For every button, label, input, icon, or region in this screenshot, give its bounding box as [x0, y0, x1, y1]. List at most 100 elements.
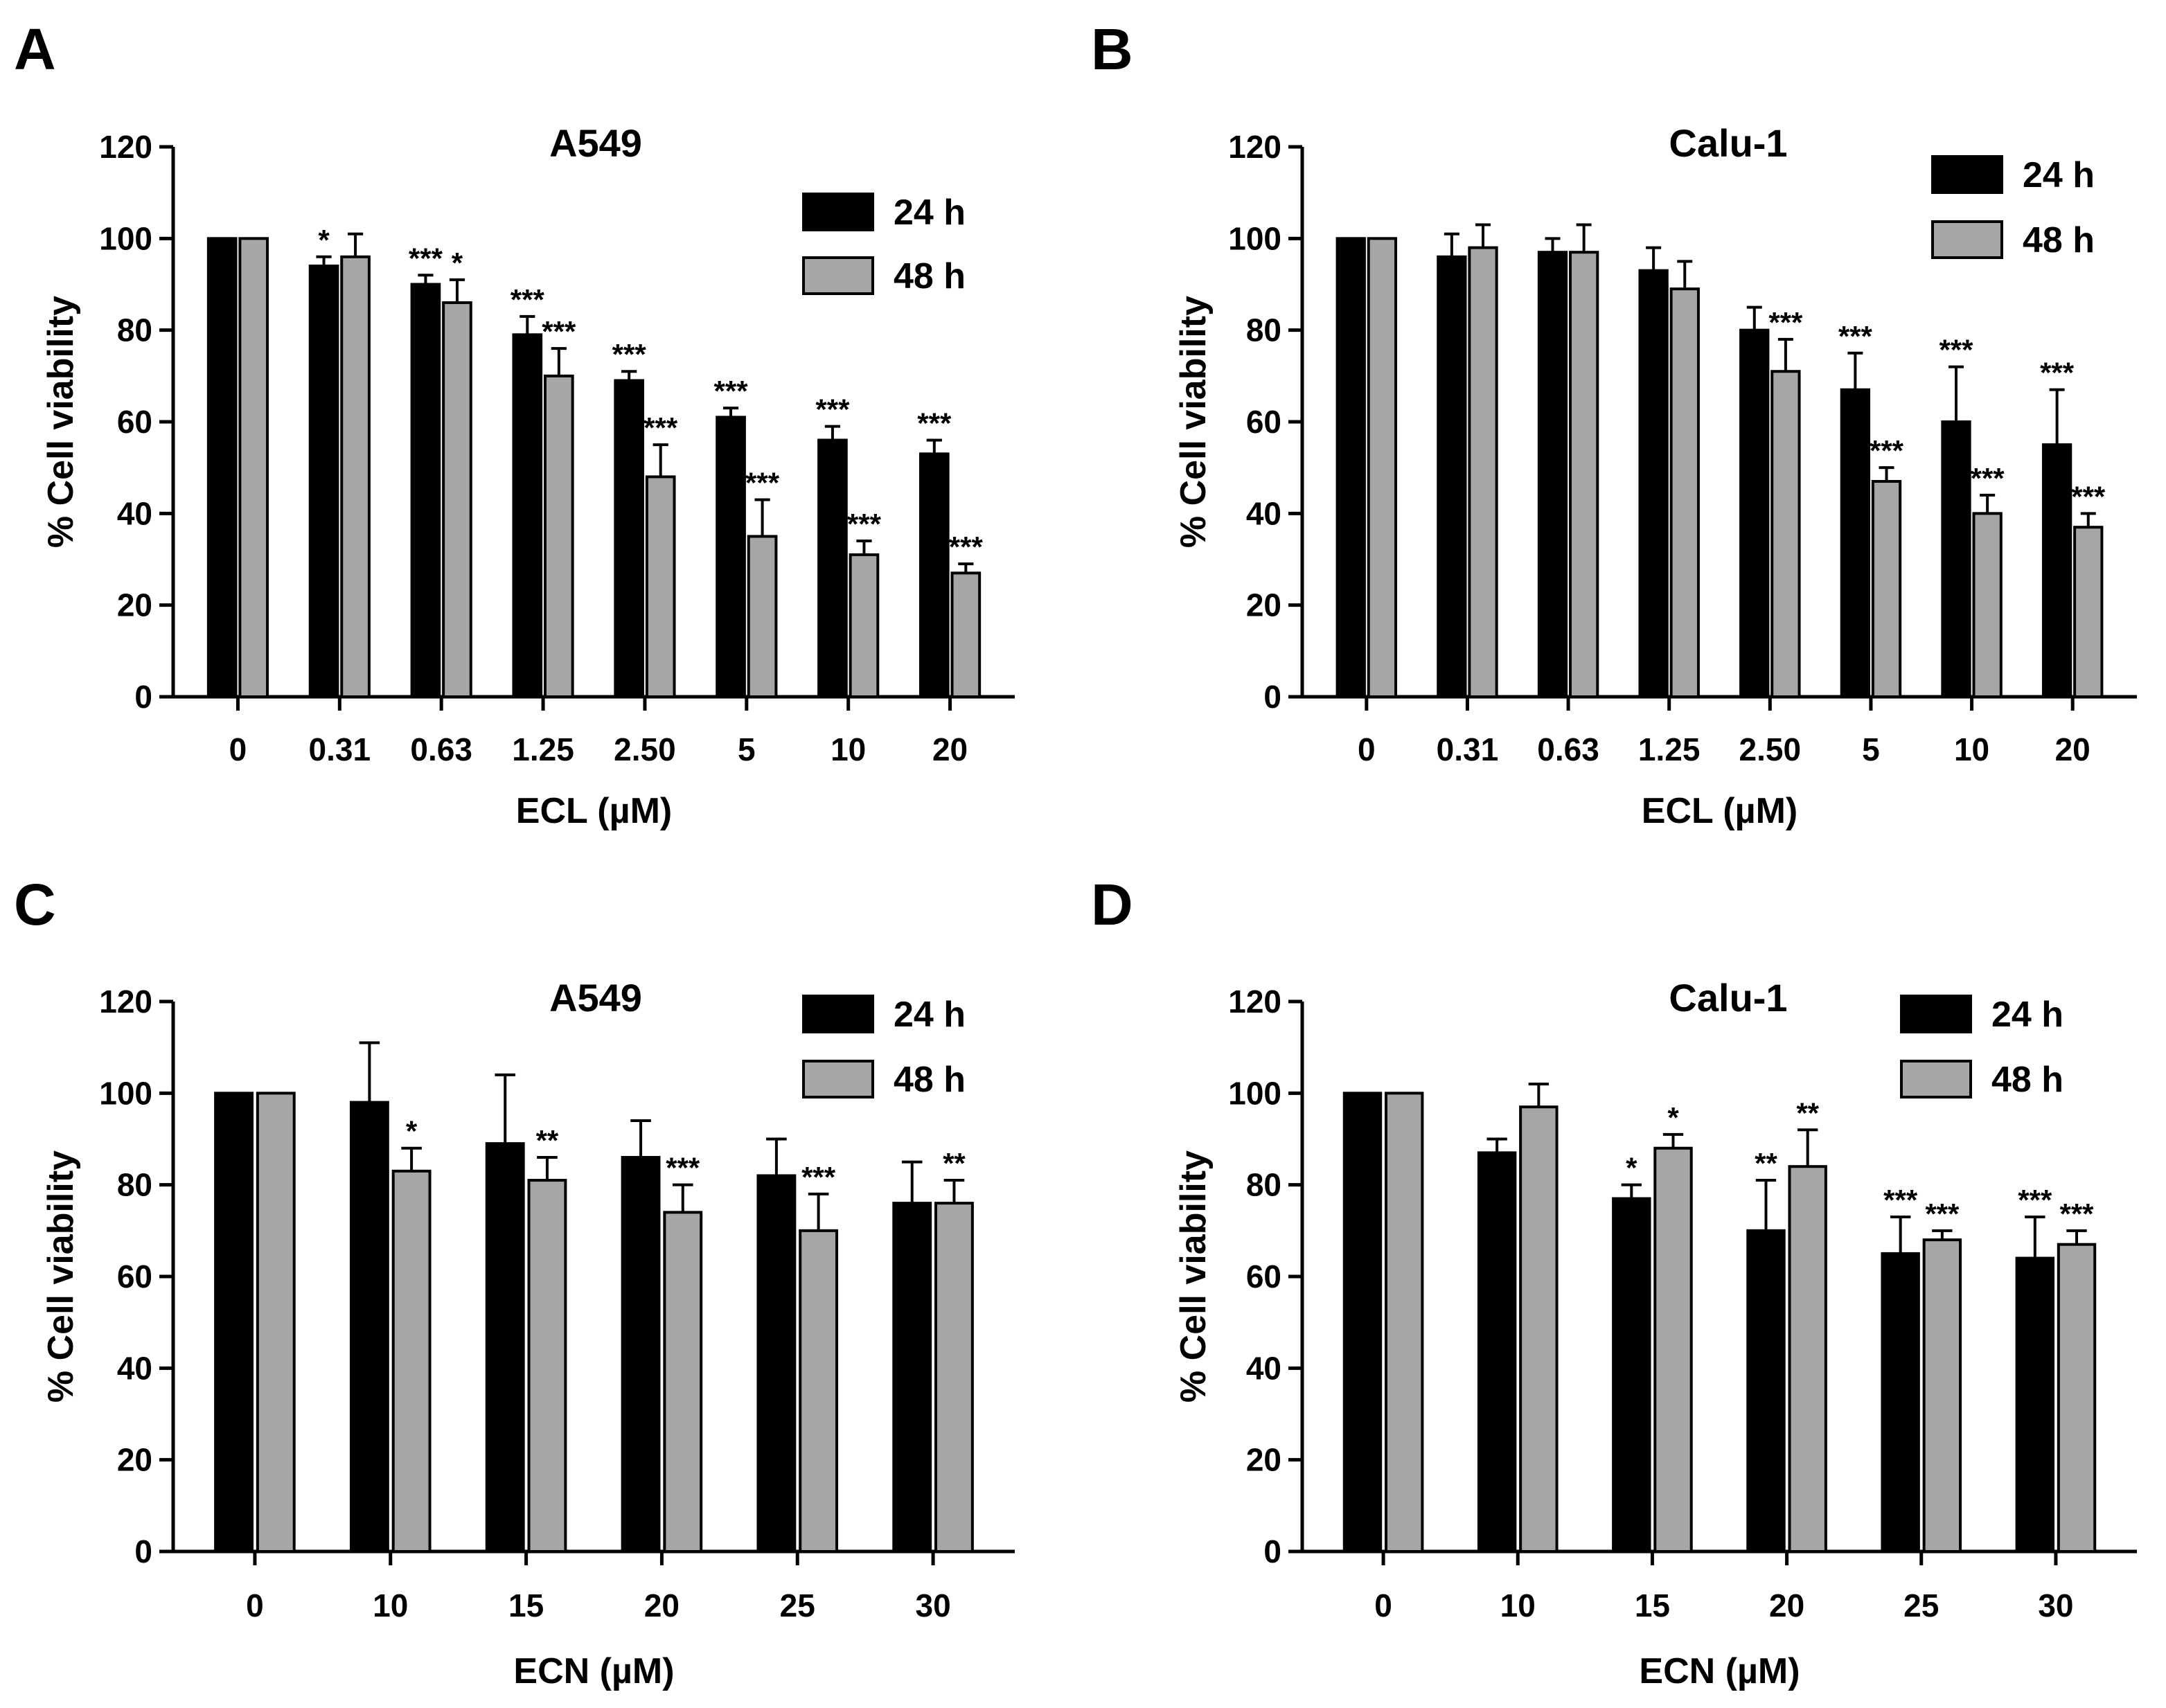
significance-marker: *** [612, 338, 647, 371]
x-tick-label: 15 [508, 1587, 544, 1624]
significance-marker: *** [847, 508, 882, 540]
bar-48h [340, 255, 371, 698]
legend-swatch-24h [1931, 155, 2003, 194]
significance-marker: * [1667, 1101, 1679, 1134]
significance-marker: *** [643, 411, 678, 444]
significance-marker: *** [511, 283, 545, 316]
bar-24h [1881, 1252, 1920, 1553]
legend-swatch-24h [802, 193, 874, 231]
significance-marker: *** [2071, 480, 2106, 513]
significance-marker: *** [666, 1152, 700, 1184]
chart-title: Calu-1 [1669, 976, 1787, 1020]
bar-24h [349, 1101, 389, 1553]
y-tick-label: 80 [117, 312, 152, 348]
y-tick-label: 40 [1246, 1350, 1281, 1386]
legend-swatch-24h [802, 995, 874, 1033]
x-tick-label: 0.63 [1537, 731, 1599, 767]
legend-label: 24 h [1991, 995, 2063, 1035]
bar-24h [1739, 328, 1770, 698]
y-axis-label: % Cell viability [1173, 296, 1214, 548]
x-tick-label: 20 [932, 731, 968, 767]
bar-48h [1770, 370, 1801, 698]
bar-48h [1653, 1146, 1693, 1553]
y-tick-label: 20 [1246, 1442, 1281, 1478]
bar-24h [214, 1092, 254, 1554]
bar-24h [1746, 1229, 1786, 1554]
x-tick-label: 20 [1769, 1587, 1804, 1624]
x-tick-label: 0.31 [309, 731, 371, 767]
legend-swatch-24h [1900, 995, 1972, 1033]
significance-marker: *** [409, 242, 443, 274]
bar-24h [1638, 269, 1669, 698]
y-axis-label: % Cell viability [1173, 1150, 1214, 1403]
y-tick-label: 60 [1246, 404, 1281, 440]
bar-48h [1972, 512, 2003, 698]
y-tick-label: 100 [99, 1075, 152, 1111]
significance-marker: *** [1971, 462, 2005, 495]
x-tick-label: 0 [1358, 731, 1376, 767]
bar-48h [391, 1169, 432, 1553]
significance-marker: *** [1883, 1184, 1918, 1216]
bar-48h [238, 237, 269, 699]
bar-48h [934, 1202, 974, 1553]
x-tick-label: 0.31 [1437, 731, 1499, 767]
y-tick-label: 40 [117, 1350, 152, 1386]
bar-24h [1335, 237, 1366, 699]
significance-marker: *** [542, 315, 576, 348]
x-tick-label: 1.25 [1638, 731, 1701, 767]
bar-48h [1468, 246, 1498, 699]
significance-marker: ** [1796, 1096, 1819, 1129]
significance-marker: *** [745, 466, 780, 499]
x-tick-label: 0 [229, 731, 247, 767]
y-tick-label: 20 [117, 1442, 152, 1478]
significance-marker: ** [943, 1147, 966, 1180]
y-tick-label: 100 [1228, 220, 1281, 256]
x-tick-label: 10 [373, 1587, 408, 1624]
x-tick-label: 25 [1903, 1587, 1939, 1624]
bar-24h [614, 379, 644, 698]
bar-48h [1384, 1092, 1424, 1554]
significance-marker: *** [801, 1161, 836, 1193]
bar-24h [892, 1202, 932, 1553]
x-axis-label: ECN (µM) [1639, 1651, 1800, 1691]
y-tick-label: 20 [117, 587, 152, 623]
y-axis-label: % Cell viability [41, 296, 81, 548]
legend-label: 24 h [894, 995, 966, 1035]
x-axis-label: ECL (µM) [1642, 791, 1797, 831]
significance-marker: *** [949, 531, 984, 563]
bar-48h [747, 535, 778, 699]
significance-marker: *** [815, 393, 850, 426]
y-tick-label: 0 [134, 1533, 152, 1569]
significance-marker: *** [2059, 1198, 2094, 1230]
panel-letter: B [1091, 17, 1133, 82]
significance-marker: *** [714, 375, 749, 407]
bar-48h [849, 553, 880, 699]
significance-marker: *** [2040, 357, 2075, 389]
significance-marker: *** [2018, 1184, 2052, 1216]
bar-24h [1612, 1197, 1651, 1554]
x-tick-label: 15 [1635, 1587, 1670, 1624]
y-tick-label: 0 [1263, 679, 1281, 715]
bar-48h [1519, 1105, 1559, 1553]
x-tick-label: 0 [1374, 1587, 1392, 1624]
x-tick-label: 0 [246, 1587, 264, 1624]
y-tick-label: 60 [117, 1258, 152, 1295]
significance-marker: *** [1768, 306, 1803, 339]
bar-48h [256, 1092, 296, 1554]
legend-swatch-48h [1931, 220, 2003, 259]
significance-marker: ** [536, 1124, 559, 1157]
x-tick-label: 5 [1862, 731, 1880, 767]
bar-48h [663, 1211, 703, 1554]
x-tick-label: 10 [1954, 731, 1989, 767]
x-tick-label: 20 [644, 1587, 680, 1624]
bar-48h [1922, 1238, 1962, 1553]
bar-24h [1342, 1092, 1383, 1554]
bar-24h [2015, 1256, 2055, 1553]
bar-48h [645, 475, 676, 699]
bar-48h [950, 571, 982, 698]
significance-marker: *** [917, 407, 952, 439]
